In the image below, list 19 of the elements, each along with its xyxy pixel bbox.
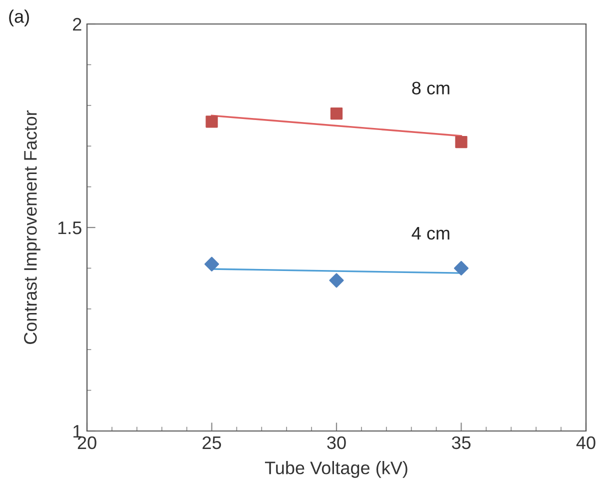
point bbox=[330, 107, 343, 120]
x-tick-label: 25 bbox=[202, 436, 222, 450]
point bbox=[454, 260, 469, 276]
x-tick-label: 20 bbox=[78, 436, 96, 450]
series-label: 4 cm bbox=[412, 227, 450, 240]
point bbox=[204, 256, 220, 272]
x-tick-label: 30 bbox=[327, 436, 346, 450]
point bbox=[329, 273, 344, 288]
y-tick-label: 2 bbox=[73, 18, 82, 31]
text: 8 cm bbox=[412, 82, 450, 94]
x-tick-label: 40 bbox=[576, 436, 596, 450]
y-tick-label: 1.5 bbox=[58, 222, 82, 234]
y-tick-label: 1 bbox=[73, 425, 82, 438]
x-axis-title: Tube Voltage (kV) bbox=[264, 461, 408, 478]
text: (a) bbox=[9, 10, 29, 26]
point bbox=[455, 136, 468, 148]
x-tick-label: 35 bbox=[452, 436, 471, 450]
point bbox=[206, 116, 218, 128]
y-axis-title: Contrast Improvement Factor bbox=[24, 110, 40, 344]
